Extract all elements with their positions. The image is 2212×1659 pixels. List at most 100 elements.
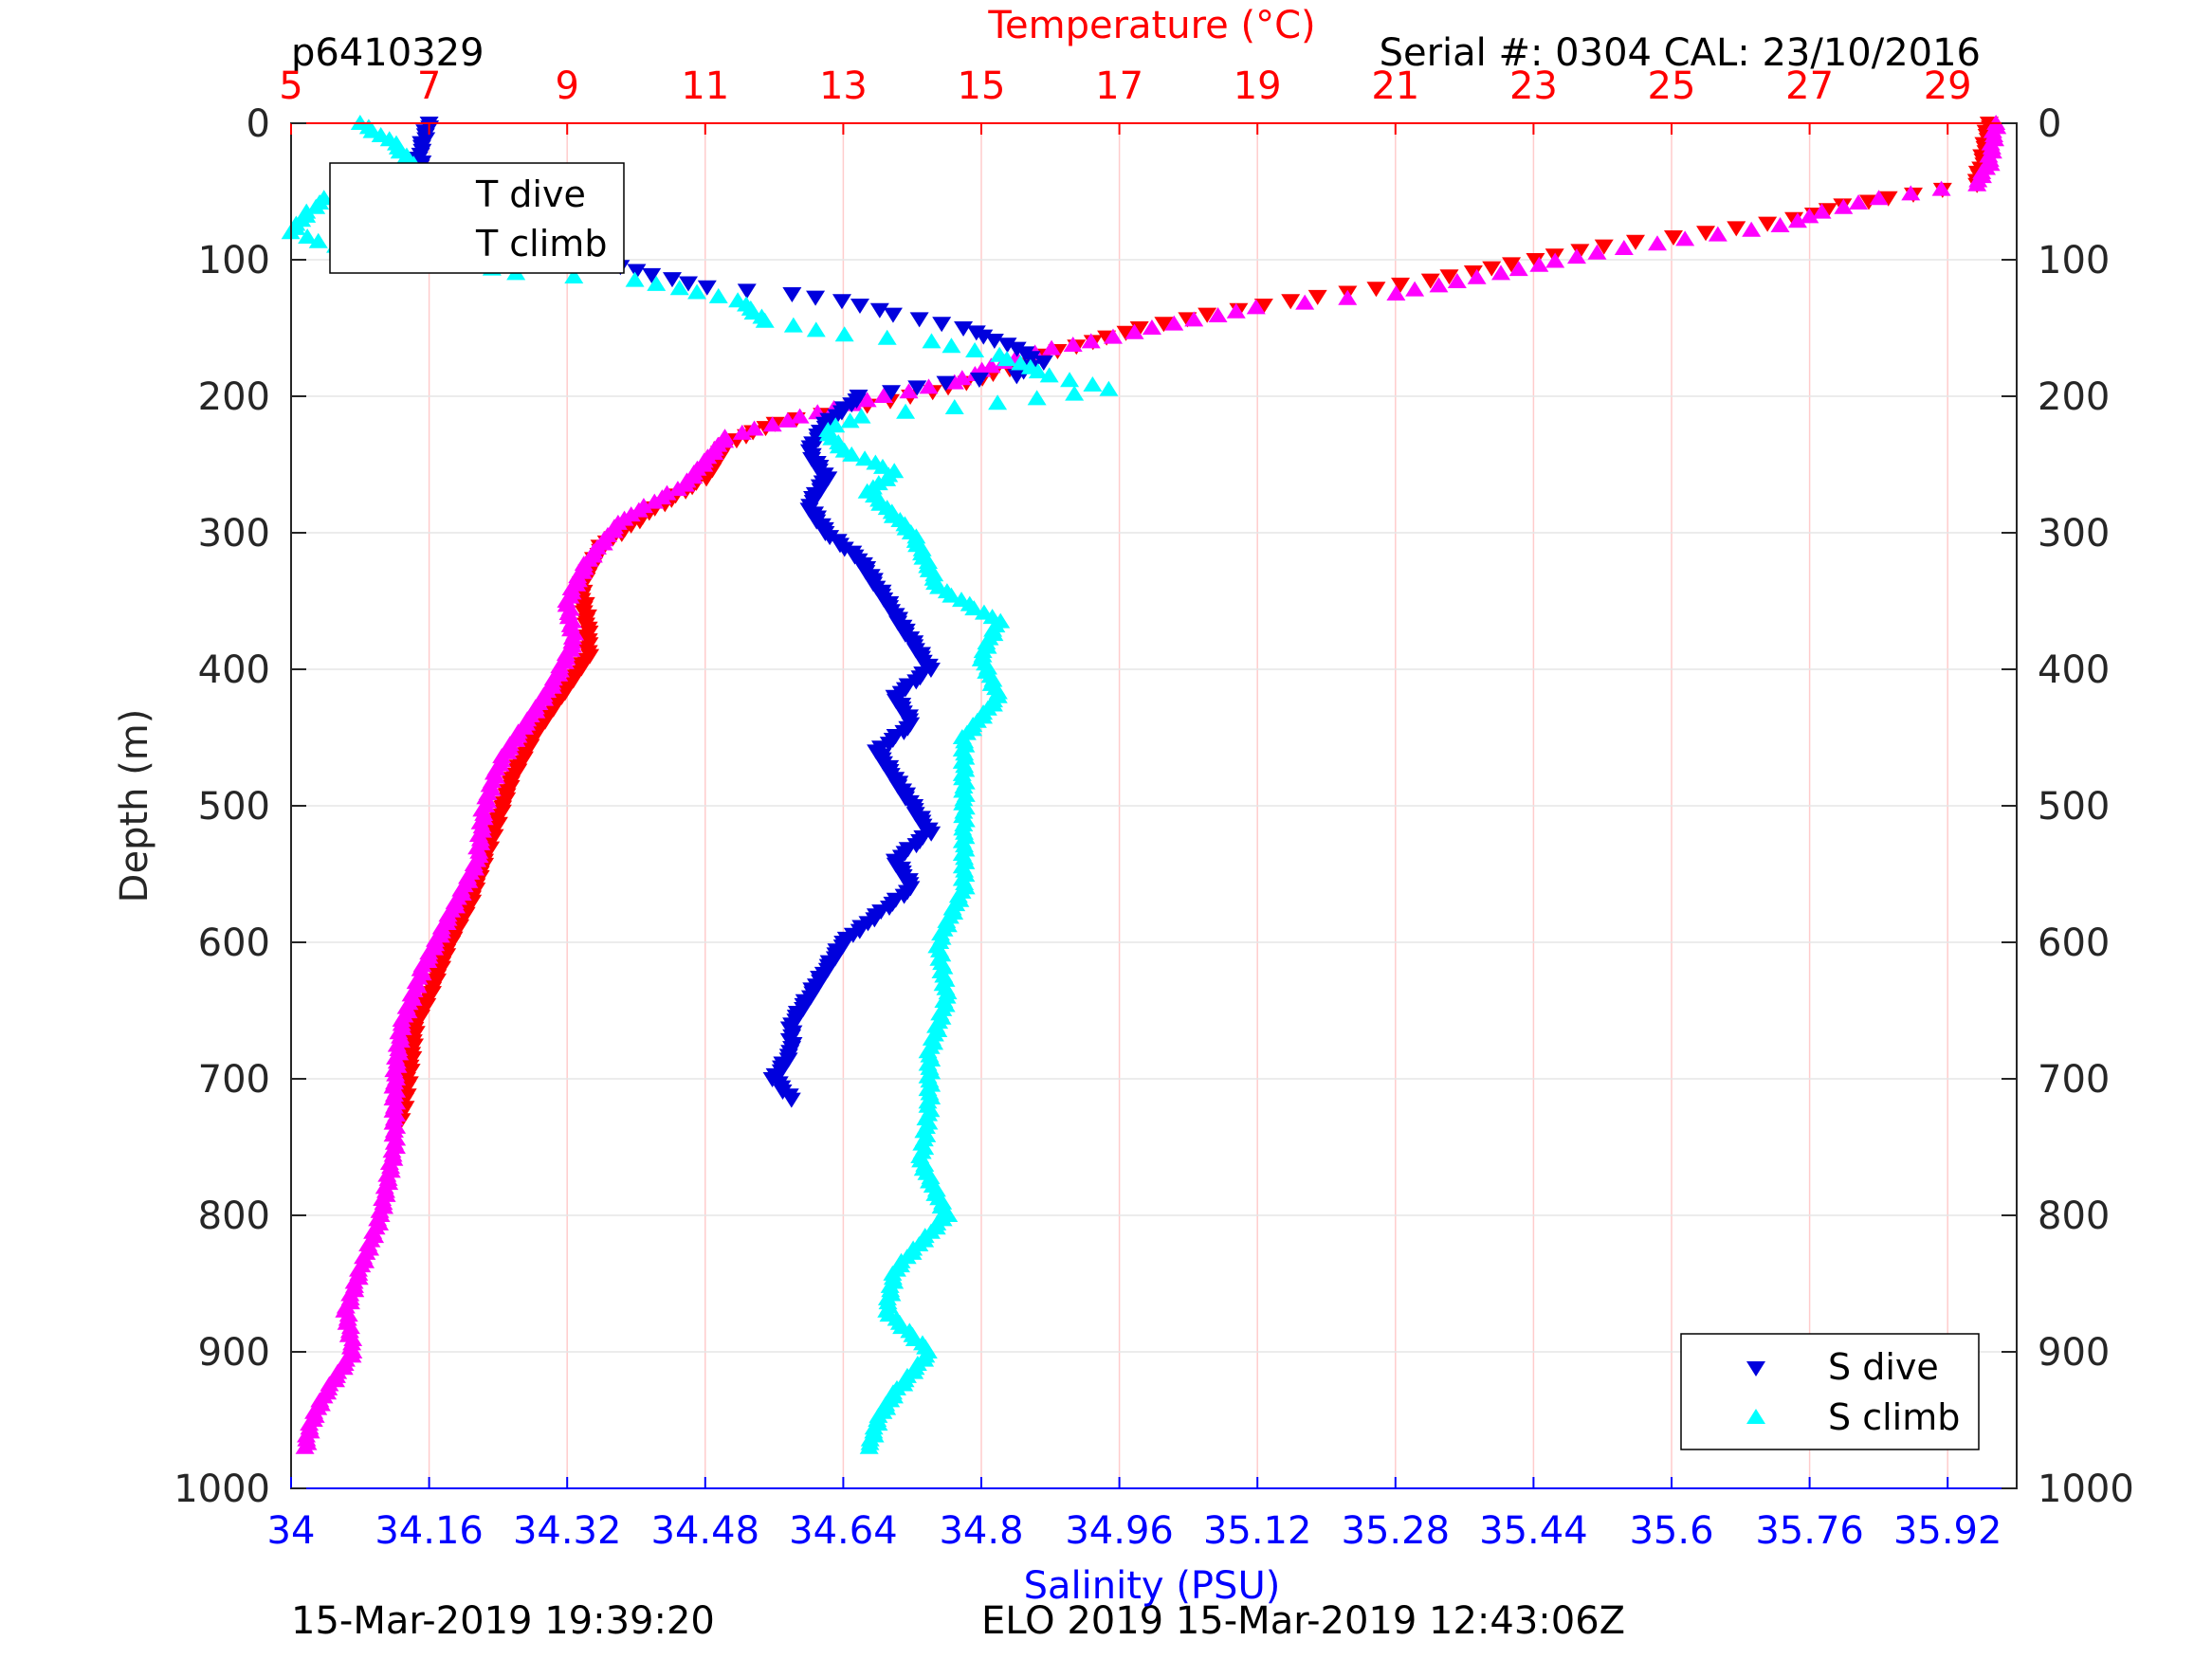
s-climb-point [1060, 372, 1080, 388]
t-climb-point [1338, 289, 1358, 305]
legend-temperature: T dive T climb [329, 162, 625, 274]
t-climb-point [777, 411, 797, 428]
depth-tick-label-right: 500 [2038, 785, 2110, 829]
t-climb-point [1708, 226, 1728, 242]
depth-tick-label-right: 800 [2038, 1194, 2110, 1238]
s-dive-point [883, 307, 903, 323]
legend-s-climb-marker [1746, 1409, 1765, 1424]
depth-tick-label-left: 900 [198, 1331, 270, 1375]
t-dive-point [1391, 277, 1411, 293]
s-dive-point [827, 409, 847, 425]
s-dive-point [850, 299, 869, 314]
depth-axis-label: Depth (m) [113, 709, 156, 903]
temperature-tick-label: 21 [1371, 64, 1419, 108]
s-dive-point [954, 321, 974, 337]
s-dive-point [820, 530, 840, 546]
t-dive-point [1727, 221, 1746, 237]
depth-tick-label-left: 100 [198, 239, 270, 283]
s-dive-point [737, 283, 757, 300]
s-climb-point [834, 326, 854, 342]
s-climb-point [1099, 380, 1119, 396]
salinity-tick-label: 35.44 [1479, 1509, 1588, 1553]
s-dive-point [697, 280, 717, 296]
t-climb-point [1491, 264, 1511, 281]
s-climb-point [877, 329, 897, 345]
t-dive-point [1366, 282, 1386, 298]
s-climb-point [308, 232, 328, 248]
salinity-tick-label: 34.96 [1065, 1509, 1174, 1553]
s-dive-point [969, 373, 989, 388]
s-climb-point [625, 271, 645, 287]
s-climb-point [842, 446, 862, 462]
t-dive-point [1116, 325, 1136, 341]
s-climb-point [564, 268, 584, 283]
s-climb-point [1011, 355, 1031, 371]
t-climb-point [1246, 299, 1266, 315]
s-dive-point [894, 888, 914, 904]
t-dive-point [1758, 216, 1778, 232]
s-dive-point [806, 290, 826, 306]
depth-tick-label-right: 700 [2038, 1058, 2110, 1102]
t-climb-point [1614, 240, 1634, 255]
s-climb-point [896, 403, 916, 419]
t-climb-point [1812, 203, 1832, 219]
s-climb-point [1028, 363, 1048, 379]
s-dive-point [1021, 351, 1041, 367]
t-climb-point [1103, 328, 1123, 344]
s-climb-point [783, 317, 803, 333]
s-climb-point [941, 587, 961, 603]
s-climb-point [988, 394, 1008, 410]
t-climb-point [645, 493, 665, 509]
s-dive-point [997, 337, 1017, 354]
legend-t-dive: T dive [475, 173, 586, 215]
t-climb-point [944, 374, 964, 390]
s-climb-point [669, 280, 689, 296]
s-climb-point [755, 312, 775, 328]
s-dive-point [842, 397, 862, 413]
ticks: 5 7 9 11 13 15 17 19 21 23 25 27 29 34 34.16 34.32 34.48… [174, 64, 2134, 1553]
s-climb-point [647, 275, 667, 291]
glider-id: p6410329 [291, 31, 484, 75]
s-dive-point [932, 317, 952, 333]
t-climb-point [1901, 185, 1921, 201]
s-dive-point [936, 375, 956, 392]
salinity-tick-label: 35.6 [1629, 1509, 1713, 1553]
temperature-tick-label: 23 [1509, 64, 1558, 108]
t-climb-point [1208, 307, 1228, 323]
t-climb-point [899, 383, 919, 399]
depth-tick-label-left: 200 [198, 375, 270, 419]
s-climb-point [855, 450, 875, 466]
depth-tick-label-left: 500 [198, 785, 270, 829]
t-climb-point [1545, 252, 1565, 268]
s-climb-point [965, 342, 985, 357]
temperature-axis-label: Temperature (°C) [987, 4, 1315, 47]
footer-timestamp: 15-Mar-2019 19:39:20 [291, 1599, 715, 1643]
legend-t-climb: T climb [475, 223, 607, 264]
depth-tick-label-right: 300 [2038, 512, 2110, 556]
t-climb-point [762, 416, 782, 432]
legend-s-climb: S climb [1828, 1396, 1960, 1438]
t-dive-point [1502, 257, 1522, 273]
t-climb-point [295, 1438, 315, 1454]
temperature-tick-label: 7 [417, 64, 441, 108]
s-dive-point [1007, 341, 1027, 357]
s-climb-point [1065, 385, 1085, 401]
s-dive-point [907, 380, 927, 396]
temperature-tick-label: 5 [279, 64, 302, 108]
depth-tick-label-right: 400 [2038, 648, 2110, 692]
temperature-tick-label: 17 [1095, 64, 1143, 108]
legend-s-dive: S dive [1828, 1346, 1939, 1388]
salinity-tick-label: 34.8 [939, 1509, 1023, 1553]
s-dive-point [984, 333, 1004, 349]
s-climb-point [922, 333, 941, 349]
t-climb-point [790, 408, 810, 424]
salinity-tick-label: 35.92 [1893, 1509, 2002, 1553]
s-climb-point [840, 412, 860, 428]
t-dive-point [1570, 244, 1590, 260]
t-climb-point [1429, 277, 1449, 293]
t-climb-point [744, 420, 764, 436]
t-climb-point [1042, 339, 1062, 356]
s-climb-point [997, 351, 1017, 367]
salinity-tick-label: 34.16 [375, 1509, 484, 1553]
